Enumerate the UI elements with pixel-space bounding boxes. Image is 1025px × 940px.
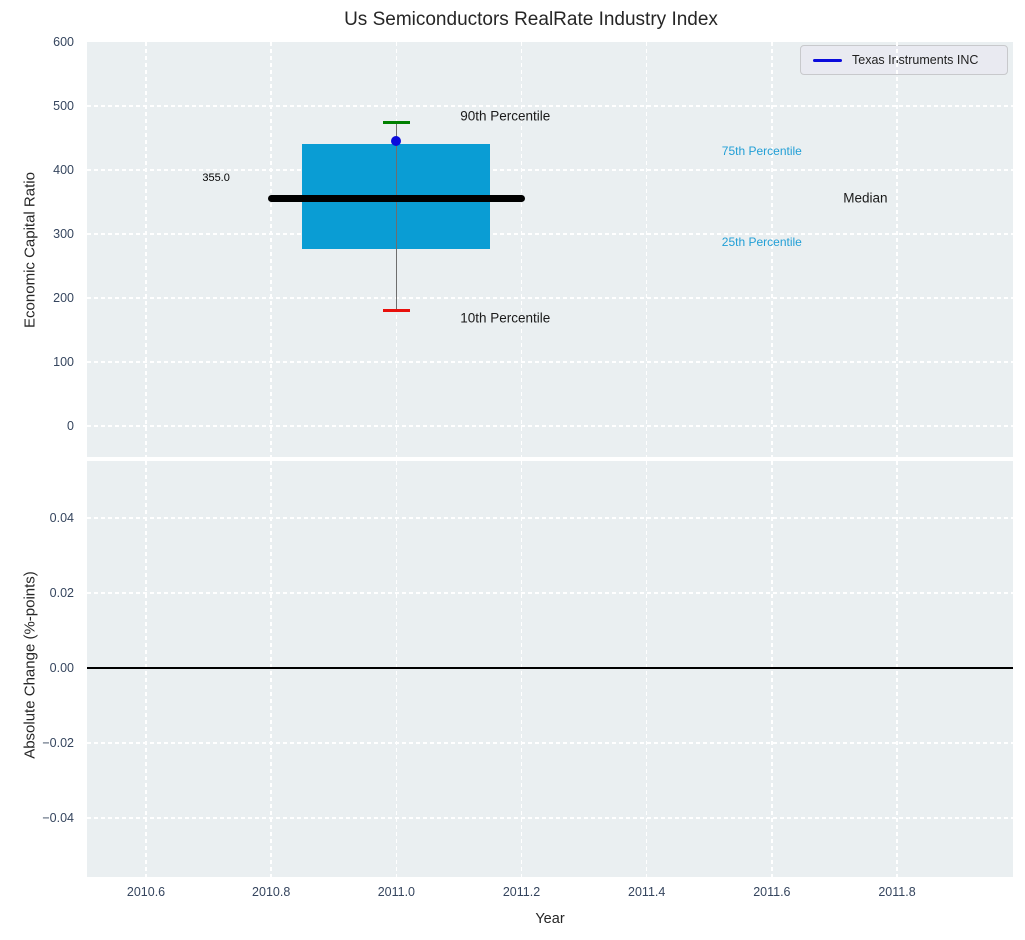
y-tick-label: 400 [53, 162, 74, 177]
cap-90th-percentile [382, 120, 411, 124]
grid-line-vertical [645, 42, 648, 457]
grid-line-horizontal [87, 742, 1013, 744]
legend-label: Texas Instruments INC [852, 53, 979, 67]
x-tick-label: 2011.0 [377, 885, 415, 899]
cap-10th-percentile [382, 308, 411, 312]
grid-line-vertical [771, 42, 773, 457]
grid-line-vertical [896, 461, 898, 877]
y-tick-label: 300 [53, 226, 74, 241]
grid-line-vertical [771, 461, 773, 877]
grid-line-horizontal [87, 517, 1013, 519]
annotation-75th-percentile: 75th Percentile [721, 143, 802, 158]
x-tick-label: 2011.8 [878, 885, 916, 899]
grid-line-horizontal [87, 233, 1013, 235]
grid-line-vertical [270, 42, 272, 457]
x-tick-label: 2010.6 [126, 885, 166, 899]
y-tick-label: 0.04 [49, 510, 74, 525]
bottom-plot-area [87, 461, 1013, 877]
chart-title: Us Semiconductors RealRate Industry Inde… [344, 9, 718, 30]
x-axis-label: Year [535, 911, 565, 927]
annotation-25th-percentile: 25th Percentile [721, 235, 802, 250]
x-tick-label: 2011.6 [753, 885, 791, 899]
annotation-10th-percentile: 10th Percentile [460, 310, 551, 326]
x-tick-label: 2011.2 [502, 885, 541, 899]
grid-line-vertical [145, 461, 147, 877]
grid-line-vertical [145, 42, 147, 457]
grid-line-vertical [520, 42, 523, 457]
grid-line-horizontal [87, 817, 1013, 819]
y-tick-label: −0.04 [42, 810, 74, 825]
annotation-median-value: 355.0 [202, 172, 230, 185]
grid-line-horizontal [87, 297, 1013, 299]
top-plot-area [87, 42, 1013, 457]
median-line [268, 195, 525, 203]
y-tick-label: −0.02 [42, 735, 74, 750]
y-tick-label: 100 [53, 354, 74, 369]
grid-line-vertical [520, 461, 523, 877]
grid-line-horizontal [87, 425, 1013, 427]
annotation-90th-percentile: 90th Percentile [460, 108, 551, 124]
y-tick-label: 200 [53, 290, 74, 305]
y-tick-label: 0.00 [49, 660, 74, 675]
y-tick-label: 0.02 [49, 585, 74, 600]
x-tick-label: 2010.8 [252, 885, 291, 899]
y-tick-label: 600 [53, 34, 74, 49]
grid-line-horizontal [87, 169, 1013, 171]
whisker-line [395, 122, 397, 311]
y-tick-label: 0 [67, 418, 74, 433]
grid-line-horizontal [87, 592, 1013, 594]
grid-line-vertical [395, 461, 398, 877]
grid-line-vertical [270, 461, 272, 877]
company-point [391, 135, 402, 146]
legend: Texas Instruments INC [800, 45, 1008, 75]
x-tick-label: 2011.4 [628, 885, 666, 899]
grid-line-vertical [896, 42, 898, 457]
grid-line-horizontal [87, 361, 1013, 363]
y-tick-label: 500 [53, 98, 74, 113]
zero-line [87, 667, 1013, 669]
legend-line-sample [813, 58, 842, 62]
annotation-median-label: Median [843, 190, 888, 206]
grid-line-vertical [645, 461, 648, 877]
grid-line-horizontal [87, 105, 1013, 107]
